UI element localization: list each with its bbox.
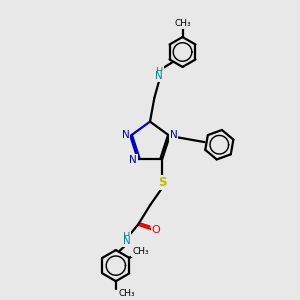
Text: N: N [155, 71, 163, 82]
Text: N: N [122, 130, 130, 140]
Text: S: S [158, 176, 167, 189]
Text: CH₃: CH₃ [118, 289, 135, 298]
Text: N: N [123, 236, 131, 246]
Text: CH₃: CH₃ [175, 19, 191, 28]
Text: O: O [152, 225, 161, 235]
Text: N: N [129, 155, 137, 165]
Text: H: H [155, 67, 163, 77]
Text: N: N [170, 130, 178, 140]
Text: CH₃: CH₃ [132, 247, 149, 256]
Text: H: H [123, 232, 130, 242]
